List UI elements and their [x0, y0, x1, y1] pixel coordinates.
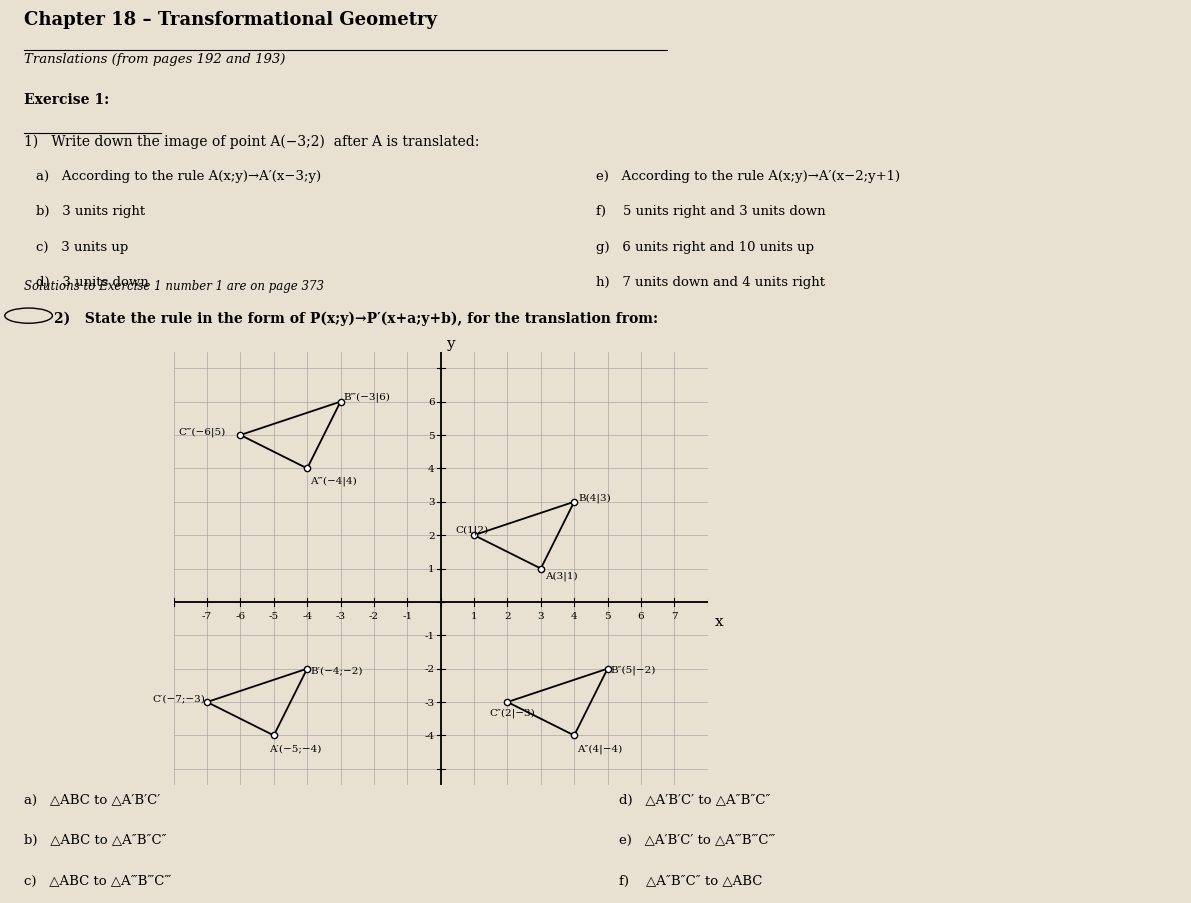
Text: 3: 3: [537, 611, 544, 620]
Text: d)   3 units down: d) 3 units down: [36, 275, 149, 289]
Text: A′(−5;−4): A′(−5;−4): [269, 743, 322, 752]
Text: b)   △ABC to △A″B″C″: b) △ABC to △A″B″C″: [24, 833, 167, 846]
Text: 7: 7: [671, 611, 678, 620]
Text: -1: -1: [403, 611, 412, 620]
Text: 6: 6: [428, 397, 435, 406]
Text: h)   7 units down and 4 units right: h) 7 units down and 4 units right: [596, 275, 824, 289]
Text: -3: -3: [336, 611, 345, 620]
Text: e)   △A′B′C′ to △A‴B‴C‴: e) △A′B′C′ to △A‴B‴C‴: [619, 833, 775, 846]
Text: C″(2|−3): C″(2|−3): [490, 708, 535, 717]
Text: Exercise 1:: Exercise 1:: [24, 93, 110, 107]
Text: 3: 3: [428, 498, 435, 507]
Text: -4: -4: [303, 611, 312, 620]
Text: -4: -4: [424, 731, 435, 740]
Text: 4: 4: [428, 464, 435, 473]
Text: C(1|2): C(1|2): [456, 526, 488, 535]
Text: 2: 2: [504, 611, 511, 620]
Text: 1: 1: [428, 564, 435, 573]
Text: C′(−7;−3): C′(−7;−3): [152, 694, 205, 703]
Text: A(3|1): A(3|1): [544, 571, 578, 581]
Text: y: y: [445, 337, 454, 350]
Text: e)   According to the rule A(x;y)→A′(x−2;y+1): e) According to the rule A(x;y)→A′(x−2;y…: [596, 170, 899, 183]
Text: Solutions to Exercise 1 number 1 are on page 373: Solutions to Exercise 1 number 1 are on …: [24, 280, 324, 293]
Text: -1: -1: [424, 631, 435, 640]
Text: -5: -5: [269, 611, 279, 620]
Text: 2)   State the rule in the form of P(x;y)→P′(x+a;y+b), for the translation from:: 2) State the rule in the form of P(x;y)→…: [54, 312, 657, 326]
Text: -2: -2: [424, 665, 435, 674]
Text: B(4|3): B(4|3): [578, 492, 611, 502]
Text: -2: -2: [369, 611, 379, 620]
Text: Chapter 18 – Transformational Geometry: Chapter 18 – Transformational Geometry: [24, 12, 437, 30]
Text: g)   6 units right and 10 units up: g) 6 units right and 10 units up: [596, 240, 813, 254]
Text: 1)   Write down the image of point A(−3;2)  after A is translated:: 1) Write down the image of point A(−3;2)…: [24, 135, 479, 149]
Text: Translations (from pages 192 and 193): Translations (from pages 192 and 193): [24, 53, 285, 66]
Text: 4: 4: [570, 611, 578, 620]
Text: B′(−4;−2): B′(−4;−2): [311, 666, 363, 675]
Text: A‴(−4|4): A‴(−4|4): [311, 476, 357, 486]
Text: -3: -3: [424, 698, 435, 707]
Text: f)    △A″B″C″ to △ABC: f) △A″B″C″ to △ABC: [619, 874, 762, 887]
Text: A″(4|−4): A″(4|−4): [578, 743, 623, 753]
Text: 5: 5: [428, 431, 435, 440]
Text: 1: 1: [470, 611, 478, 620]
Text: f)    5 units right and 3 units down: f) 5 units right and 3 units down: [596, 205, 825, 219]
Text: a)   △ABC to △A′B′C′: a) △ABC to △A′B′C′: [24, 793, 160, 805]
Text: d)   △A′B′C′ to △A″B″C″: d) △A′B′C′ to △A″B″C″: [619, 793, 771, 805]
Text: b)   3 units right: b) 3 units right: [36, 205, 145, 219]
Text: -7: -7: [202, 611, 212, 620]
Text: 2: 2: [428, 531, 435, 540]
Text: 5: 5: [604, 611, 611, 620]
Text: 6: 6: [637, 611, 644, 620]
Text: x: x: [715, 614, 723, 628]
Text: -6: -6: [236, 611, 245, 620]
Text: c)   △ABC to △A‴B‴C‴: c) △ABC to △A‴B‴C‴: [24, 874, 172, 887]
Text: a)   According to the rule A(x;y)→A′(x−3;y): a) According to the rule A(x;y)→A′(x−3;y…: [36, 170, 320, 183]
Text: B″(5|−2): B″(5|−2): [611, 666, 656, 675]
Text: C‴(−6|5): C‴(−6|5): [179, 427, 226, 436]
Text: B‴(−3|6): B‴(−3|6): [344, 393, 391, 402]
Text: c)   3 units up: c) 3 units up: [36, 240, 127, 254]
